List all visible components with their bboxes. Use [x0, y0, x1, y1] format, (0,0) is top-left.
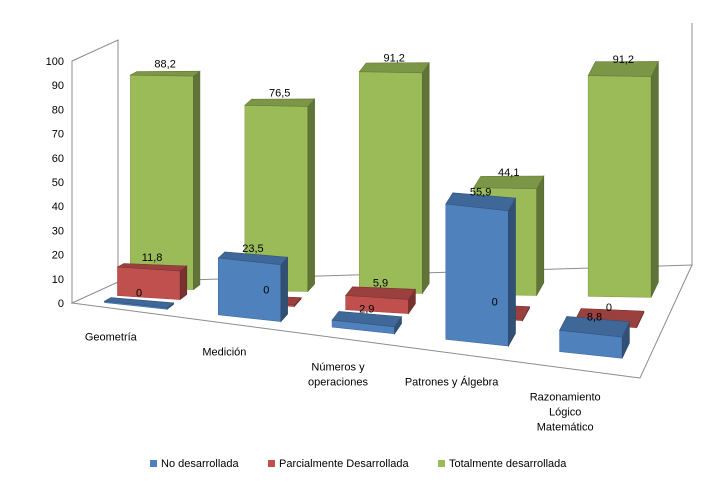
legend-swatch [268, 460, 275, 467]
bar-totalmente-desarrollada [129, 70, 201, 291]
legend-item-parcialmente-desarrollada: Parcialmente Desarrollada [268, 458, 409, 470]
bar-no-desarrollada [445, 192, 516, 348]
bar-front-face [445, 203, 509, 347]
bar-top-face [129, 70, 201, 77]
chart-side-wall [71, 39, 119, 303]
bar-side-face [307, 98, 315, 293]
bar-top-face [103, 297, 175, 309]
bar-side-face [536, 174, 545, 297]
bar-top-face [445, 192, 516, 212]
bar-side-face [193, 70, 201, 291]
bar-totalmente-desarrollada [244, 98, 316, 293]
category-label: Medición [202, 347, 246, 359]
bar-top-face [116, 263, 188, 272]
data-label-no-desarrollada: 23,5 [242, 243, 263, 255]
data-label-no-desarrollada: 8,8 [587, 311, 602, 323]
y-tick-label: 80 [52, 104, 64, 116]
y-tick-label: 30 [52, 225, 64, 237]
y-tick-label: 40 [52, 201, 64, 213]
legend-label: Totalmente desarrollada [449, 458, 567, 470]
bar-top-face [345, 286, 416, 300]
y-tick-label: 100 [46, 56, 64, 68]
bar-top-face [473, 175, 545, 190]
bar-side-face [650, 61, 659, 298]
data-label-no-desarrollada: 2,9 [359, 304, 374, 316]
legend-swatch [438, 460, 445, 467]
bar-top-face [217, 251, 289, 266]
bar-parcialmente-desarrollada [116, 263, 188, 301]
data-label-totalmente-desarrollada: 91,2 [613, 54, 634, 66]
bar-top-face [559, 316, 630, 338]
bar-totalmente-desarrollada [587, 61, 659, 298]
category-label: Geometría [85, 332, 138, 344]
bar-front-face [587, 75, 652, 298]
category-label: Números y operaciones [308, 362, 368, 389]
bar-side-face [179, 265, 188, 301]
bar-front-face [218, 257, 282, 322]
data-label-totalmente-desarrollada: 88,2 [154, 59, 175, 71]
legend: No desarrollada Parcialmente Desarrollada… [150, 458, 567, 470]
bar-no-desarrollada [331, 311, 403, 335]
legend-item-totalmente-desarrollada: Totalmente desarrollada [438, 458, 567, 470]
bar-side-face [280, 256, 288, 323]
bar-no-desarrollada [103, 297, 175, 310]
category-label: Patrones y Álgebra [405, 376, 499, 389]
data-label-no-desarrollada: 55,9 [470, 186, 491, 198]
y-tick-label: 50 [52, 177, 64, 189]
y-tick-label: 70 [52, 129, 64, 141]
legend-label: No desarrollada [161, 458, 240, 470]
bar-totalmente-desarrollada [358, 61, 430, 295]
data-label-totalmente-desarrollada: 76,5 [269, 87, 290, 99]
category-label: Razonamiento Lógico Matemático [530, 392, 601, 434]
bar-front-face [358, 71, 423, 294]
data-labels: 88,2 76,5 91,2 44,1 91,2 11,8 0 5,9 0 0 0 23,5 2,9 55… [136, 53, 634, 324]
data-label-parcialmente-desarrollada: 5,9 [373, 278, 388, 290]
data-label-parcialmente-desarrollada: 11,8 [142, 252, 163, 264]
bar-top-face [358, 62, 430, 74]
bar-no-desarrollada [559, 316, 630, 359]
data-label-totalmente-desarrollada: 91,2 [384, 53, 405, 65]
bar-parcialmente-desarrollada [345, 286, 416, 315]
legend-item-no-desarrollada: No desarrollada [150, 458, 240, 470]
bar-top-face [331, 311, 403, 328]
bar-side-face [508, 196, 516, 348]
y-tick-label: 20 [52, 250, 64, 262]
data-label-totalmente-desarrollada: 44,1 [498, 167, 519, 179]
x-axis-categories: Geometría Medición Números y operaciones Pat… [85, 332, 601, 434]
legend-label: Parcialmente Desarrollada [279, 458, 409, 470]
chart-walls [70, 23, 693, 379]
y-tick-label: 60 [52, 153, 64, 165]
data-label-no-desarrollada: 0 [136, 287, 142, 299]
bar-front-face [117, 266, 181, 300]
bar-no-desarrollada [217, 251, 289, 323]
bar-side-face [421, 61, 430, 295]
data-label-parcialmente-desarrollada: 0 [492, 296, 498, 308]
data-label-parcialmente-desarrollada: 0 [606, 302, 612, 314]
bar-top-face [587, 61, 659, 77]
y-tick-label: 10 [52, 274, 64, 286]
y-tick-label: 0 [58, 298, 64, 310]
legend-swatch [150, 460, 157, 467]
y-axis-ticks: 0 10 20 30 40 50 60 70 80 90 100 [46, 56, 64, 310]
y-tick-label: 90 [52, 80, 64, 92]
bar-top-face [244, 98, 316, 107]
data-label-parcialmente-desarrollada: 0 [263, 285, 269, 297]
bars [103, 61, 659, 359]
